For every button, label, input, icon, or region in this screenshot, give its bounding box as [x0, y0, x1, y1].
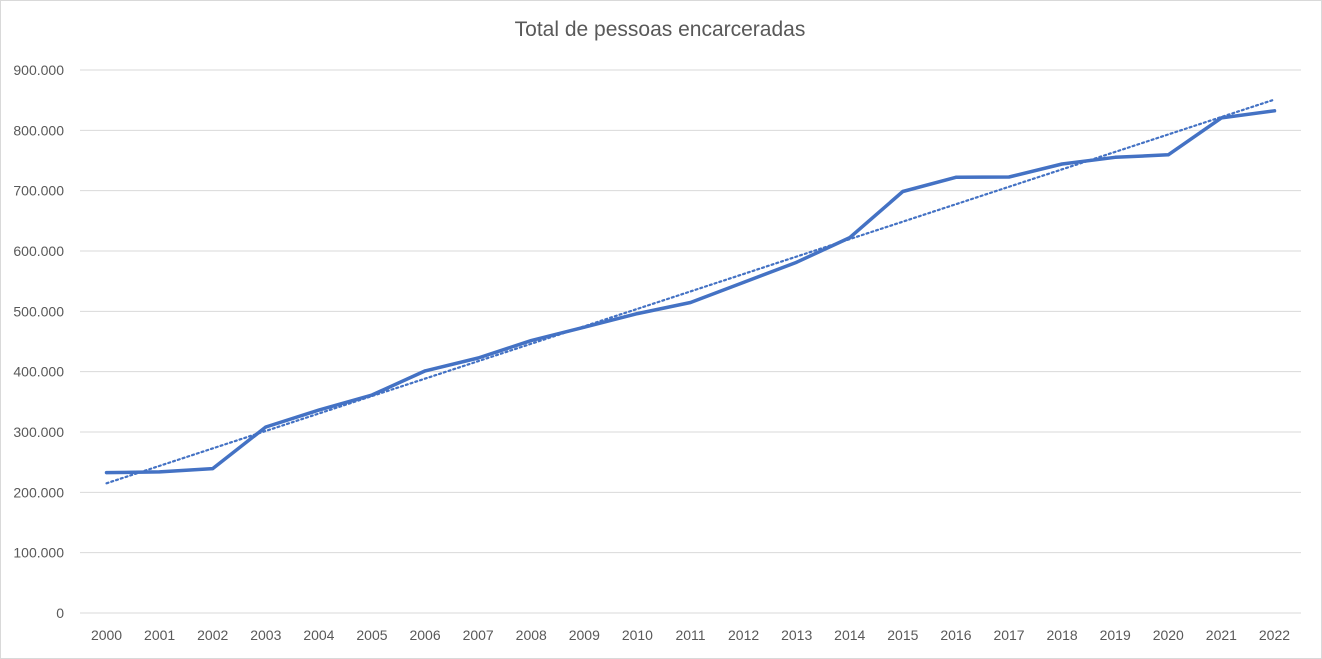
- x-tick-label: 2021: [1206, 627, 1237, 643]
- x-tick-label: 2011: [675, 627, 705, 643]
- data-point: [317, 408, 321, 412]
- data-point: [158, 470, 162, 474]
- data-point: [635, 312, 639, 316]
- x-tick-label: 2003: [250, 627, 281, 643]
- x-axis-tick-labels: 2000 2001 2002 2003 2004 2005 2006 2007 2008 2009…: [91, 627, 1290, 643]
- data-point: [795, 260, 799, 264]
- y-tick-label: 300.000: [13, 424, 64, 440]
- x-tick-label: 2007: [463, 627, 494, 643]
- x-tick-label: 2017: [993, 627, 1024, 643]
- x-tick-label: 2016: [940, 627, 971, 643]
- x-tick-label: 2006: [409, 627, 440, 643]
- x-tick-label: 2022: [1259, 627, 1290, 643]
- x-tick-label: 2020: [1153, 627, 1184, 643]
- x-tick-label: 2009: [569, 627, 600, 643]
- trendline: [105, 98, 1276, 485]
- data-point: [1060, 162, 1064, 166]
- data-point: [1113, 155, 1117, 159]
- data-point: [211, 467, 215, 471]
- x-tick-label: 2012: [728, 627, 759, 643]
- data-point: [1219, 116, 1223, 120]
- x-tick-label: 2004: [303, 627, 334, 643]
- y-tick-label: 0: [56, 605, 64, 621]
- x-tick-label: 2008: [516, 627, 547, 643]
- series-layer: [104, 109, 1277, 475]
- y-tick-label: 700.000: [13, 183, 64, 199]
- x-tick-label: 2005: [356, 627, 387, 643]
- data-point: [529, 339, 533, 343]
- data-point: [1272, 109, 1276, 113]
- data-point: [264, 425, 268, 429]
- x-tick-label: 2019: [1100, 627, 1131, 643]
- data-point: [423, 369, 427, 373]
- x-tick-label: 2010: [622, 627, 653, 643]
- y-axis-tick-labels: 0 100.000 200.000 300.000 400.000 500.000 600.…: [13, 62, 64, 621]
- x-tick-label: 2013: [781, 627, 812, 643]
- trendline-layer: [105, 98, 1276, 485]
- data-point: [105, 471, 109, 475]
- data-point: [848, 236, 852, 240]
- data-point: [901, 190, 905, 194]
- data-point: [954, 175, 958, 179]
- x-tick-label: 2018: [1047, 627, 1078, 643]
- x-tick-label: 2015: [887, 627, 918, 643]
- y-tick-label: 500.000: [13, 303, 64, 319]
- data-point: [476, 356, 480, 360]
- y-tick-label: 900.000: [13, 62, 64, 78]
- data-point: [1007, 175, 1011, 179]
- y-tick-label: 400.000: [13, 364, 64, 380]
- y-tick-label: 800.000: [13, 122, 64, 138]
- x-tick-label: 2001: [144, 627, 175, 643]
- chart-title: Total de pessoas encarceradas: [514, 18, 806, 41]
- y-tick-label: 600.000: [13, 243, 64, 259]
- x-tick-label: 2002: [197, 627, 228, 643]
- data-point: [689, 301, 692, 305]
- data-point: [1166, 153, 1170, 157]
- y-tick-label: 200.000: [13, 484, 64, 500]
- y-tick-label: 100.000: [13, 545, 64, 561]
- x-tick-label: 2014: [834, 627, 865, 643]
- data-point: [742, 280, 746, 284]
- gridlines: [80, 69, 1301, 614]
- data-point: [370, 393, 374, 397]
- data-point: [582, 325, 586, 329]
- x-tick-label: 2000: [91, 627, 122, 643]
